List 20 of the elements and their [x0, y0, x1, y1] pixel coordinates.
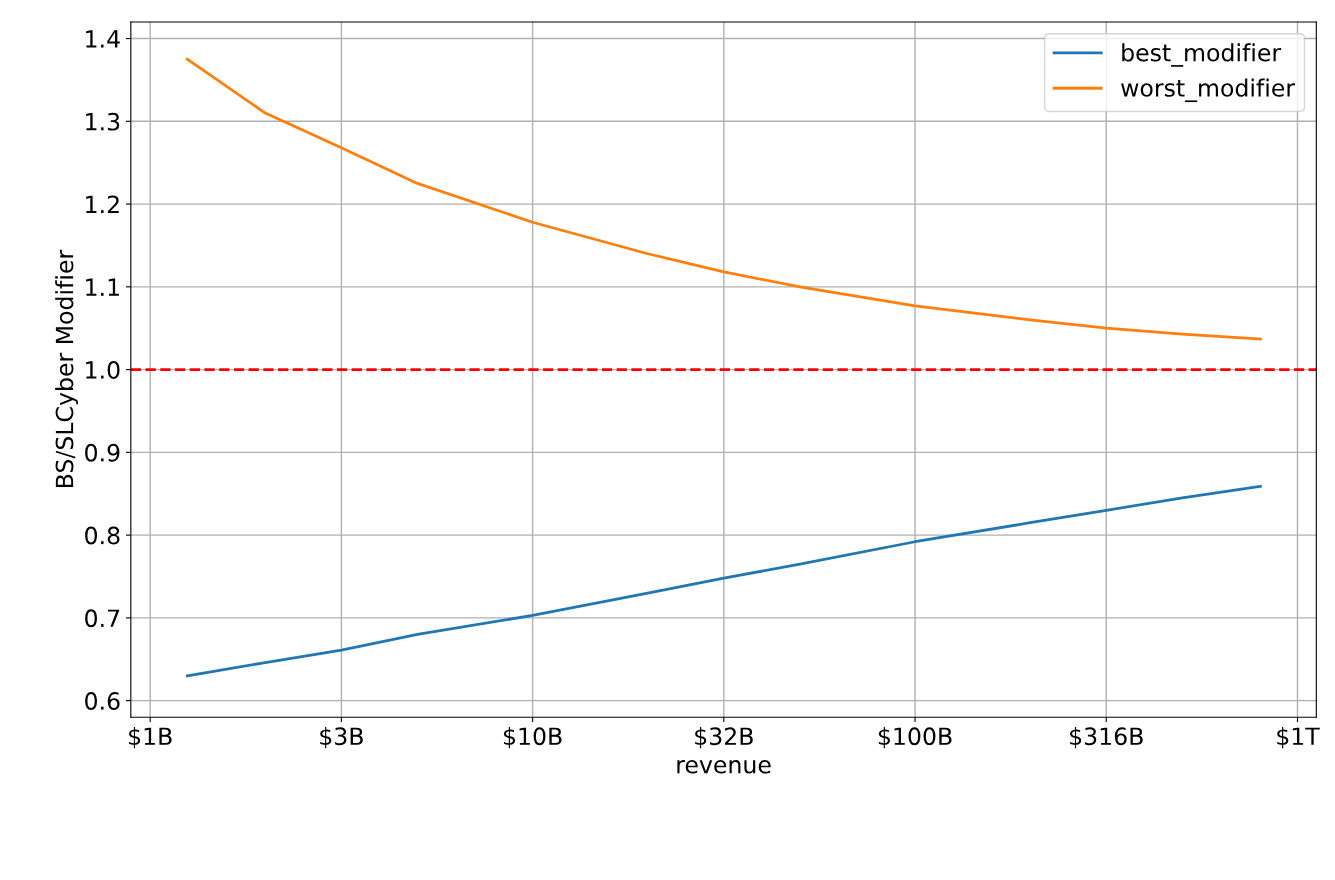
y-axis-title: BS/SLCyber Modifier	[55, 249, 78, 488]
y-tick-label: 0.7	[85, 609, 120, 628]
x-axis-title: revenue	[677, 760, 771, 774]
x-tick-label: $100B	[878, 726, 952, 749]
y-tick-label: 1.3	[86, 112, 120, 131]
legend-label: worst_modifier	[1121, 78, 1296, 103]
x-tick-label: $3B	[320, 726, 363, 749]
x-tick-label: $10B	[503, 726, 562, 749]
y-tick-label: 0.8	[85, 526, 120, 545]
y-tick-label: 1.2	[86, 195, 119, 214]
legend-label: best_modifier	[1122, 43, 1282, 67]
y-tick-label: 0.6	[85, 692, 120, 710]
x-tick-label: $1T	[1277, 726, 1320, 749]
x-tick-label: $32B	[695, 726, 753, 749]
x-tick-label: $1B	[129, 726, 172, 749]
y-tick-label: 0.9	[85, 443, 120, 462]
y-tick-label: 1.0	[86, 361, 120, 379]
y-tick-label: 1.4	[86, 30, 120, 48]
y-tick-label: 1.1	[86, 278, 119, 296]
x-tick-label: $316B	[1070, 726, 1143, 749]
